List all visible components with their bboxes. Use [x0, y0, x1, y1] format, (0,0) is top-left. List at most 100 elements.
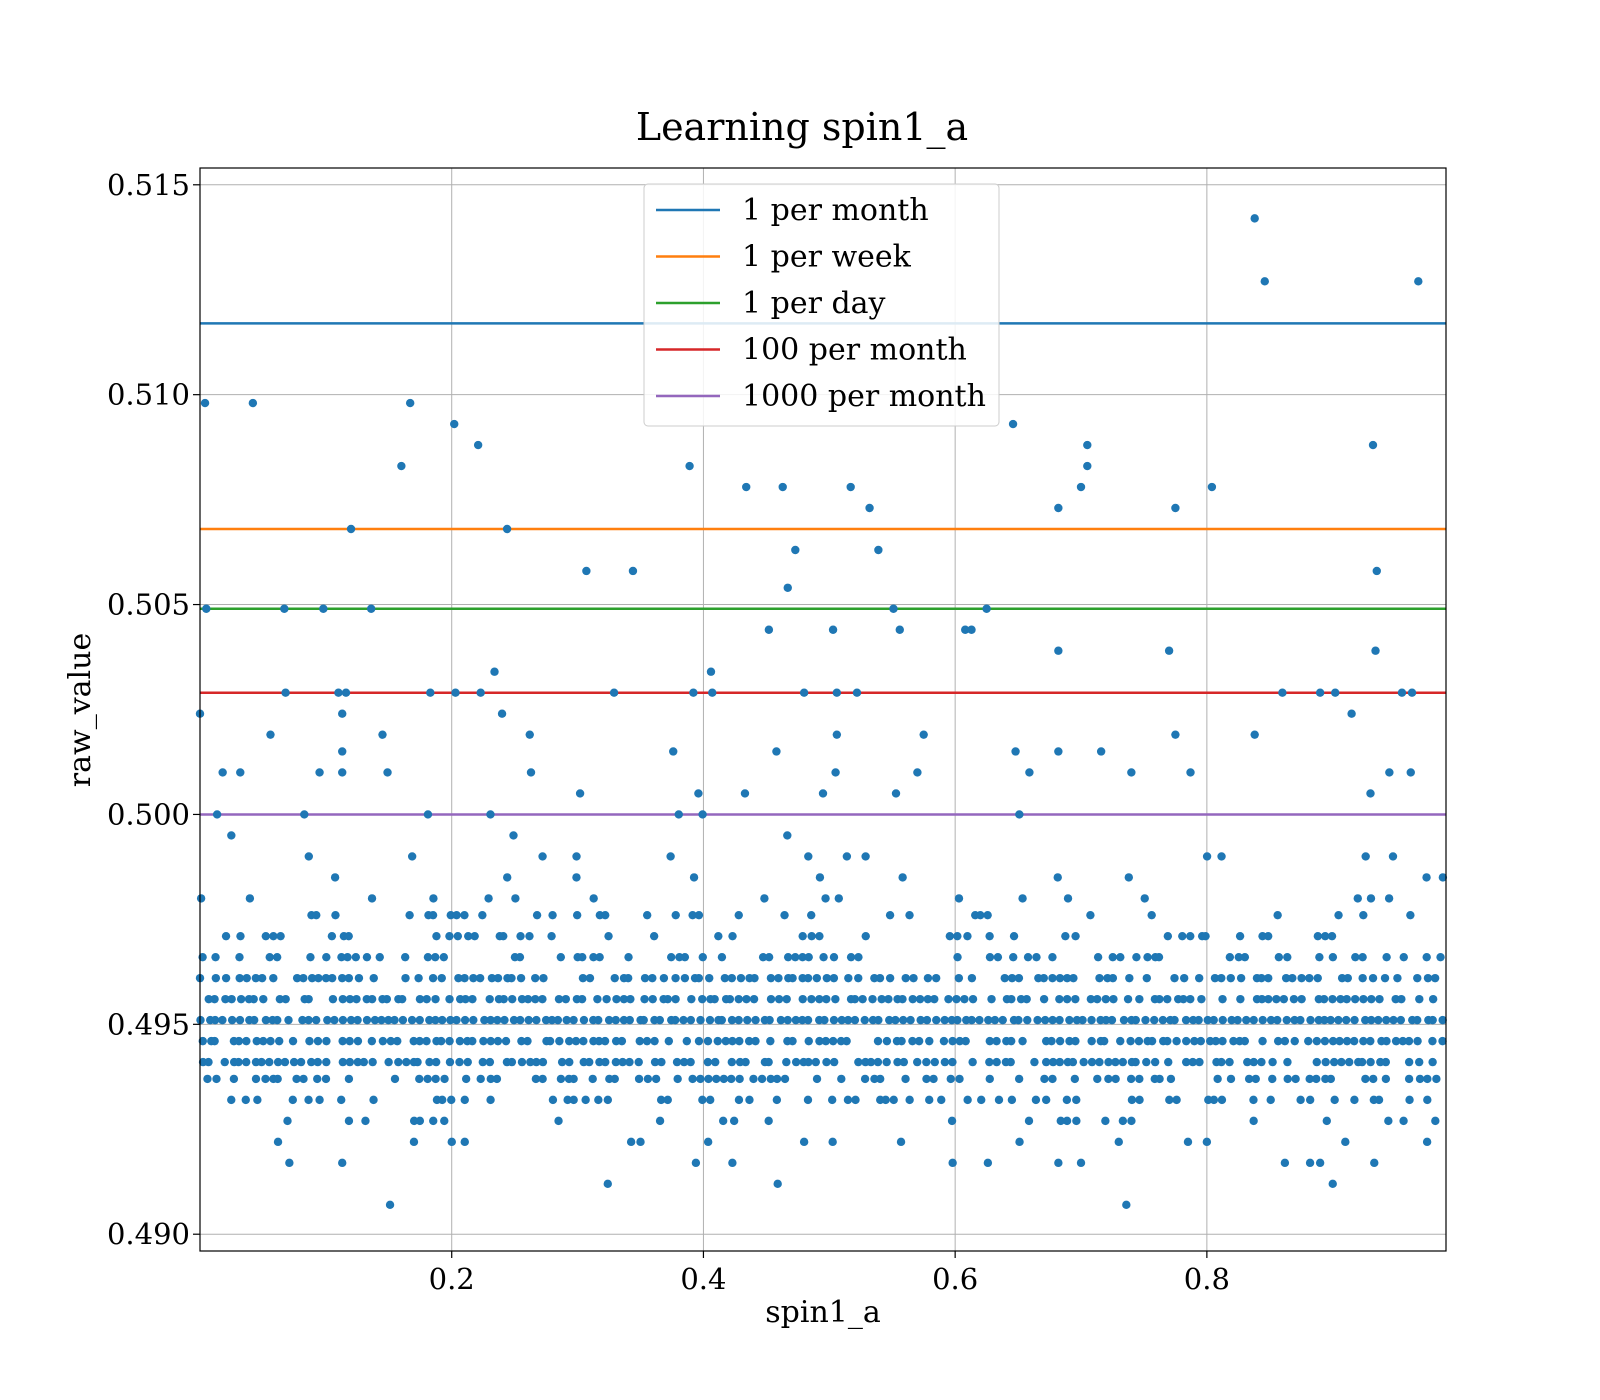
data-point: [757, 1074, 767, 1084]
data-point: [337, 1095, 346, 1105]
data-point: [450, 419, 459, 429]
data-point: [554, 994, 564, 1004]
legend-label: 1000 per month: [742, 379, 986, 414]
data-point: [735, 1074, 744, 1084]
data-point: [679, 1015, 688, 1025]
data-point: [398, 1015, 408, 1025]
data-point: [405, 398, 415, 408]
data-point: [953, 1015, 962, 1025]
data-point: [1119, 1015, 1129, 1025]
data-point: [1007, 994, 1016, 1004]
data-point: [1366, 789, 1375, 798]
data-point: [1393, 973, 1402, 983]
data-point: [445, 931, 454, 941]
data-point: [982, 604, 991, 613]
data-point: [882, 1036, 892, 1046]
data-point: [954, 973, 964, 983]
data-point: [706, 667, 716, 676]
data-point: [821, 1036, 831, 1046]
data-point: [296, 1057, 306, 1067]
data-point: [1065, 1036, 1074, 1046]
data-point: [1118, 1116, 1128, 1126]
data-point: [1170, 1015, 1179, 1025]
data-point: [1040, 1074, 1049, 1084]
data-point: [1135, 1095, 1144, 1105]
data-point: [1334, 1015, 1343, 1025]
data-point: [1030, 1057, 1039, 1067]
data-point: [1123, 994, 1133, 1004]
data-point: [1320, 1036, 1330, 1046]
data-point: [1341, 1137, 1350, 1147]
data-point: [1039, 973, 1048, 983]
data-point: [992, 1057, 1001, 1067]
data-point: [1108, 952, 1117, 962]
data-point: [1202, 852, 1212, 861]
data-point: [1334, 910, 1343, 920]
data-point: [634, 1057, 643, 1067]
data-point: [486, 1036, 495, 1046]
data-point: [685, 461, 694, 471]
data-point: [1047, 1036, 1056, 1046]
data-point: [1249, 1116, 1258, 1126]
data-point: [369, 1095, 378, 1105]
data-point: [429, 894, 438, 903]
data-point: [460, 1095, 469, 1105]
data-point: [1164, 646, 1174, 655]
data-point: [261, 1074, 270, 1084]
data-point: [1079, 1057, 1088, 1067]
data-point: [1134, 1036, 1144, 1046]
data-point: [734, 994, 743, 1004]
data-point: [1423, 1074, 1432, 1084]
data-point: [545, 1036, 555, 1046]
data-point: [1055, 1015, 1064, 1025]
data-point: [960, 994, 969, 1004]
data-point: [1101, 1015, 1111, 1025]
data-point: [492, 1074, 502, 1084]
x-tick-label: 0.6: [932, 1262, 978, 1296]
data-point: [1055, 994, 1064, 1004]
data-point: [881, 1095, 890, 1105]
data-point: [1319, 994, 1329, 1004]
data-point: [423, 952, 433, 962]
data-point: [861, 931, 870, 941]
data-point: [497, 709, 507, 718]
data-point: [834, 894, 843, 903]
data-point: [852, 688, 862, 697]
data-point: [905, 910, 914, 920]
data-point: [820, 1015, 829, 1025]
y-tick-label: 0.505: [107, 588, 190, 622]
data-point: [370, 1015, 380, 1025]
data-point: [323, 1015, 332, 1025]
data-point: [1272, 994, 1281, 1004]
data-point: [493, 973, 503, 983]
data-point: [455, 1036, 465, 1046]
data-point: [993, 952, 1003, 962]
data-point: [321, 973, 331, 983]
data-point: [423, 810, 433, 819]
data-point: [196, 894, 206, 903]
data-point: [671, 973, 680, 983]
data-point: [1086, 910, 1095, 920]
data-point: [516, 931, 525, 941]
data-point: [1055, 1036, 1065, 1046]
data-point: [460, 910, 469, 920]
data-point: [463, 1057, 472, 1067]
data-point: [764, 1057, 773, 1067]
data-point: [1389, 1015, 1398, 1025]
data-point: [361, 1116, 370, 1126]
data-point: [1147, 910, 1156, 920]
data-point: [1313, 931, 1323, 941]
data-point: [1150, 1015, 1159, 1025]
data-point: [885, 1015, 894, 1025]
data-point: [299, 1074, 308, 1084]
data-point: [304, 852, 313, 861]
data-point: [341, 688, 351, 697]
data-point: [236, 994, 246, 1004]
data-point: [334, 688, 343, 697]
data-point: [445, 1036, 454, 1046]
data-point: [659, 973, 669, 983]
plot-frame: [199, 167, 1447, 1252]
data-point: [409, 1036, 418, 1046]
legend-box: [643, 183, 1000, 427]
data-point: [369, 973, 378, 983]
